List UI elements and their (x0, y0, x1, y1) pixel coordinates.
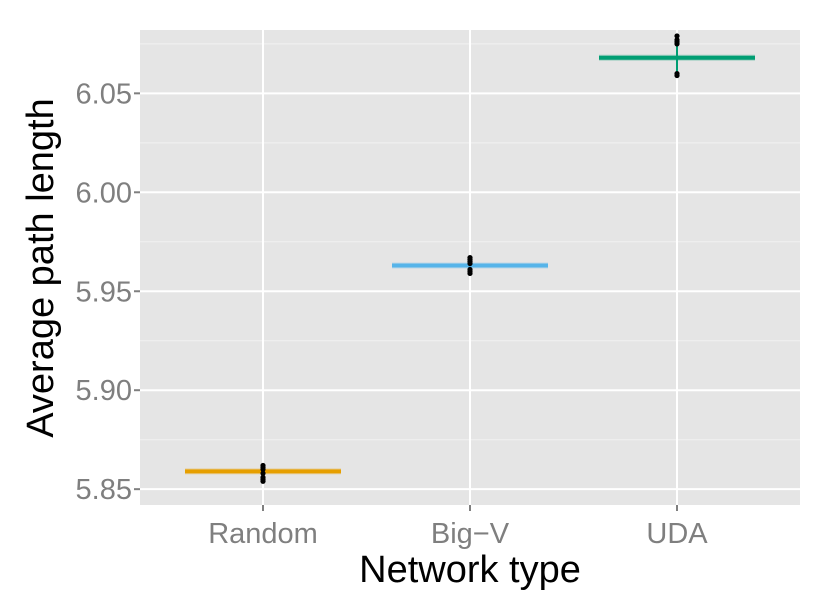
y-tick-label: 5.90 (76, 375, 132, 407)
x-axis: Random Big−V UDA (208, 505, 708, 550)
y-tick-label: 5.95 (76, 276, 132, 308)
y-axis-title: Average path length (20, 98, 62, 437)
data-point (260, 478, 266, 484)
y-tick-label: 5.85 (76, 474, 132, 506)
y-tick-label: 6.05 (76, 78, 132, 110)
x-axis-title: Network type (359, 549, 581, 591)
data-point (674, 72, 680, 79)
data-point (674, 33, 680, 39)
y-tick-label: 6.00 (76, 177, 132, 209)
data-point (467, 270, 473, 277)
data-point (467, 260, 473, 267)
x-tick-label: Random (208, 518, 318, 550)
data-point (260, 466, 266, 472)
x-tick-label: Big−V (431, 518, 510, 550)
x-tick-label: UDA (646, 518, 708, 550)
y-axis: 5.85 5.90 5.95 6.00 6.05 (76, 78, 140, 506)
data-point (260, 470, 266, 476)
data-marks (185, 33, 755, 484)
data-point (674, 41, 680, 47)
major-gridlines (140, 30, 800, 505)
